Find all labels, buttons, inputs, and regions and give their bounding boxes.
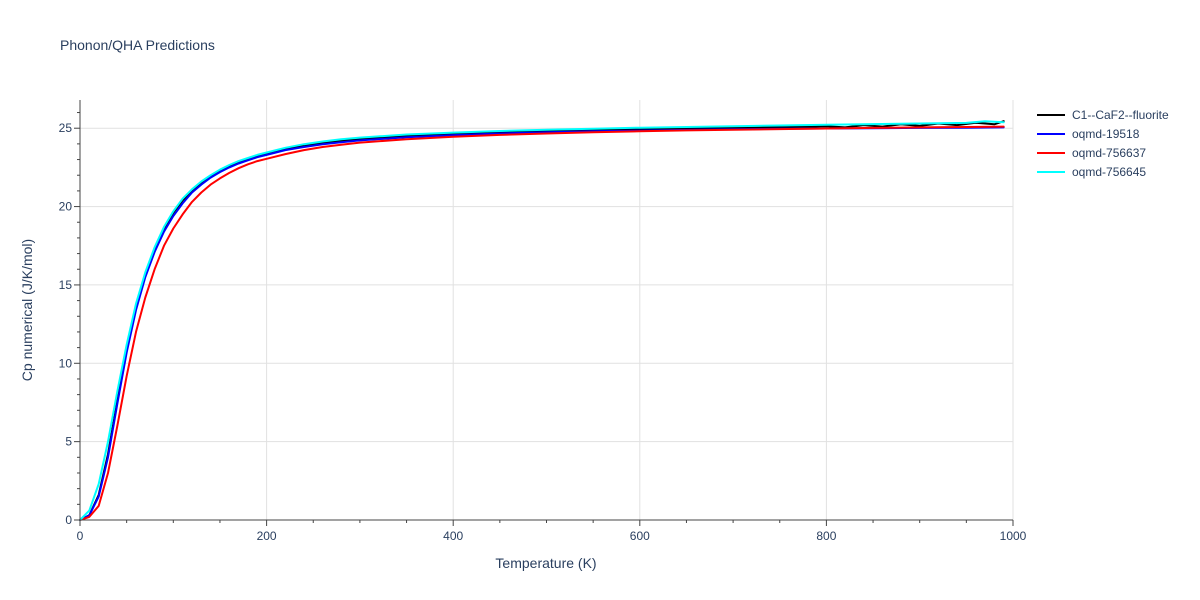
x-tick-label: 400 [443, 529, 463, 543]
y-tick-label: 5 [65, 435, 72, 449]
legend-item[interactable]: oqmd-756645 [1037, 165, 1146, 179]
legend-item[interactable]: C1--CaF2--fluorite [1037, 108, 1169, 122]
legend-item[interactable]: oqmd-756637 [1037, 146, 1146, 160]
y-tick-label: 25 [59, 121, 73, 135]
x-tick-label: 0 [77, 529, 84, 543]
y-tick-label: 20 [59, 200, 73, 214]
legend-label: C1--CaF2--fluorite [1072, 108, 1169, 122]
grid [80, 100, 1014, 520]
series-line-1 [79, 120, 1005, 521]
x-tick-label: 200 [257, 529, 277, 543]
legend-label: oqmd-19518 [1072, 127, 1140, 141]
legend-label: oqmd-756645 [1072, 165, 1146, 179]
y-tick-label: 0 [65, 513, 72, 527]
x-tick-label: 1000 [1000, 529, 1027, 543]
legend: C1--CaF2--fluorite oqmd-19518 oqmd-756637 o… [1037, 108, 1169, 179]
series-group [79, 120, 1005, 521]
x-tick-label: 800 [816, 529, 836, 543]
chart-title: Phonon/QHA Predictions [60, 37, 215, 53]
y-axis-title: Cp numerical (J/K/mol) [19, 239, 35, 381]
x-tick-label: 600 [630, 529, 650, 543]
series-line-2 [79, 126, 1005, 521]
y-tick-label: 15 [59, 278, 73, 292]
series-line-3 [79, 125, 1005, 521]
y-tick-label: 10 [59, 356, 73, 370]
series-line-4 [79, 120, 1005, 521]
ticks: 0 200 400 600 800 1000 0 5 10 15 20 25 [59, 112, 1027, 543]
legend-item[interactable]: oqmd-19518 [1037, 127, 1140, 141]
axes [79, 100, 1013, 521]
legend-label: oqmd-756637 [1072, 146, 1146, 160]
x-axis-title: Temperature (K) [495, 555, 596, 571]
